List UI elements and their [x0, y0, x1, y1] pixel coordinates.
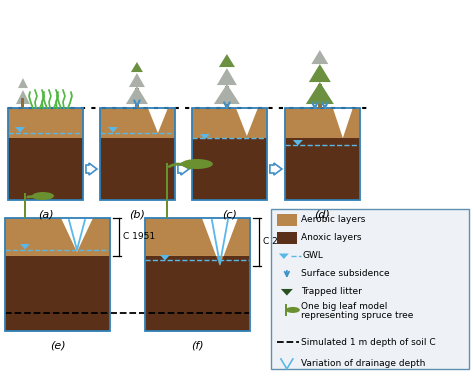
Bar — [5, 256, 110, 331]
Text: Anoxic layers: Anoxic layers — [301, 233, 361, 242]
Polygon shape — [129, 73, 145, 87]
Text: (b): (b) — [129, 210, 146, 220]
Bar — [285, 108, 360, 200]
Polygon shape — [309, 64, 331, 82]
Bar — [145, 218, 250, 331]
Polygon shape — [16, 90, 30, 104]
Bar — [318, 84, 322, 108]
FancyBboxPatch shape — [271, 209, 469, 369]
Polygon shape — [108, 127, 118, 132]
Text: Trapped litter: Trapped litter — [301, 288, 362, 296]
Polygon shape — [217, 68, 237, 85]
Text: GWL: GWL — [303, 252, 324, 260]
Text: (d): (d) — [314, 210, 330, 220]
Bar — [277, 214, 297, 226]
Text: Surface subsidence: Surface subsidence — [301, 270, 390, 278]
Polygon shape — [18, 78, 28, 88]
Ellipse shape — [32, 192, 54, 200]
Polygon shape — [126, 86, 148, 104]
Polygon shape — [160, 255, 170, 260]
Bar — [5, 218, 110, 331]
Polygon shape — [279, 253, 289, 259]
Text: Simulated 1 m depth of soil C: Simulated 1 m depth of soil C — [301, 338, 436, 347]
Bar — [285, 304, 287, 316]
Bar — [8, 108, 83, 138]
Bar — [24, 193, 26, 218]
Polygon shape — [145, 218, 250, 266]
Polygon shape — [270, 163, 282, 175]
Bar — [135, 88, 139, 108]
Text: C 2007: C 2007 — [263, 237, 295, 247]
Bar — [285, 138, 360, 200]
Text: (f): (f) — [191, 341, 204, 351]
Bar — [21, 98, 24, 108]
Text: (c): (c) — [222, 210, 237, 220]
Text: Aerobic layers: Aerobic layers — [301, 215, 365, 225]
Polygon shape — [214, 84, 240, 104]
Bar — [100, 108, 175, 200]
Bar — [277, 232, 297, 244]
Polygon shape — [131, 62, 143, 72]
Polygon shape — [293, 140, 303, 146]
Ellipse shape — [181, 159, 213, 169]
Ellipse shape — [286, 307, 300, 313]
Bar — [192, 138, 267, 200]
Bar — [8, 108, 83, 200]
Polygon shape — [311, 50, 328, 64]
Polygon shape — [192, 108, 267, 138]
Polygon shape — [100, 108, 175, 138]
Text: One big leaf model: One big leaf model — [301, 303, 387, 311]
Polygon shape — [281, 289, 293, 296]
Bar — [145, 256, 250, 331]
Polygon shape — [15, 127, 25, 132]
Polygon shape — [219, 54, 235, 67]
Bar — [225, 86, 229, 108]
Text: (e): (e) — [50, 341, 65, 351]
Bar — [166, 163, 168, 218]
Polygon shape — [86, 163, 97, 175]
Text: (a): (a) — [37, 210, 53, 220]
Polygon shape — [178, 163, 189, 175]
Polygon shape — [285, 108, 360, 138]
Text: C 1951: C 1951 — [123, 232, 155, 242]
Polygon shape — [306, 82, 334, 104]
Polygon shape — [20, 244, 30, 250]
Polygon shape — [5, 218, 110, 256]
Text: representing spruce tree: representing spruce tree — [301, 311, 413, 320]
Polygon shape — [200, 134, 210, 139]
Bar — [100, 138, 175, 200]
Bar — [192, 108, 267, 200]
Bar — [8, 138, 83, 200]
Text: Variation of drainage depth: Variation of drainage depth — [301, 359, 425, 368]
